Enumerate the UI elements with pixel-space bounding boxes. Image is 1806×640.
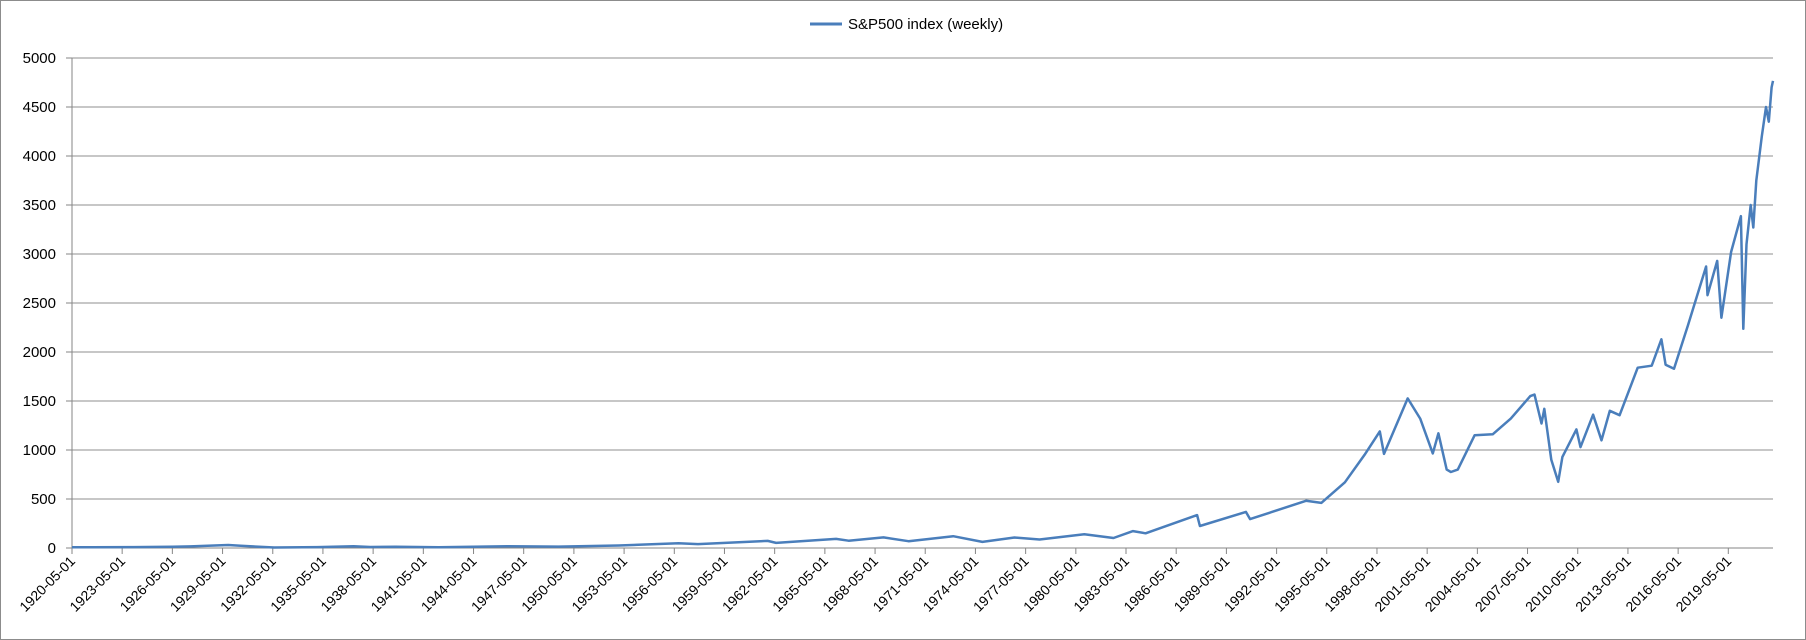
y-tick-label: 5000 bbox=[23, 50, 56, 67]
y-tick-label: 1500 bbox=[23, 393, 56, 410]
y-tick-label: 3000 bbox=[23, 246, 56, 263]
series-line-0 bbox=[71, 80, 1775, 549]
legend: S&P500 index (weekly) bbox=[810, 16, 1003, 33]
y-tick-label: 1000 bbox=[23, 442, 56, 459]
gridlines bbox=[72, 57, 1773, 549]
legend-label: S&P500 index (weekly) bbox=[848, 16, 1003, 33]
y-tick-label: 2000 bbox=[23, 344, 56, 361]
y-tick-label: 0 bbox=[48, 540, 56, 557]
x-axis: 1920-05-011923-05-011926-05-011929-05-01… bbox=[16, 548, 1735, 615]
y-tick-label: 500 bbox=[31, 491, 56, 508]
y-tick-label: 2500 bbox=[23, 295, 56, 312]
plot-area bbox=[71, 80, 1775, 549]
y-tick-label: 4500 bbox=[23, 99, 56, 116]
y-tick-label: 3500 bbox=[23, 197, 56, 214]
y-tick-label: 4000 bbox=[23, 148, 56, 165]
y-axis: 0 500 1000 1500 2000 2500 3000 3500 4000 4500 5000 bbox=[23, 50, 73, 557]
